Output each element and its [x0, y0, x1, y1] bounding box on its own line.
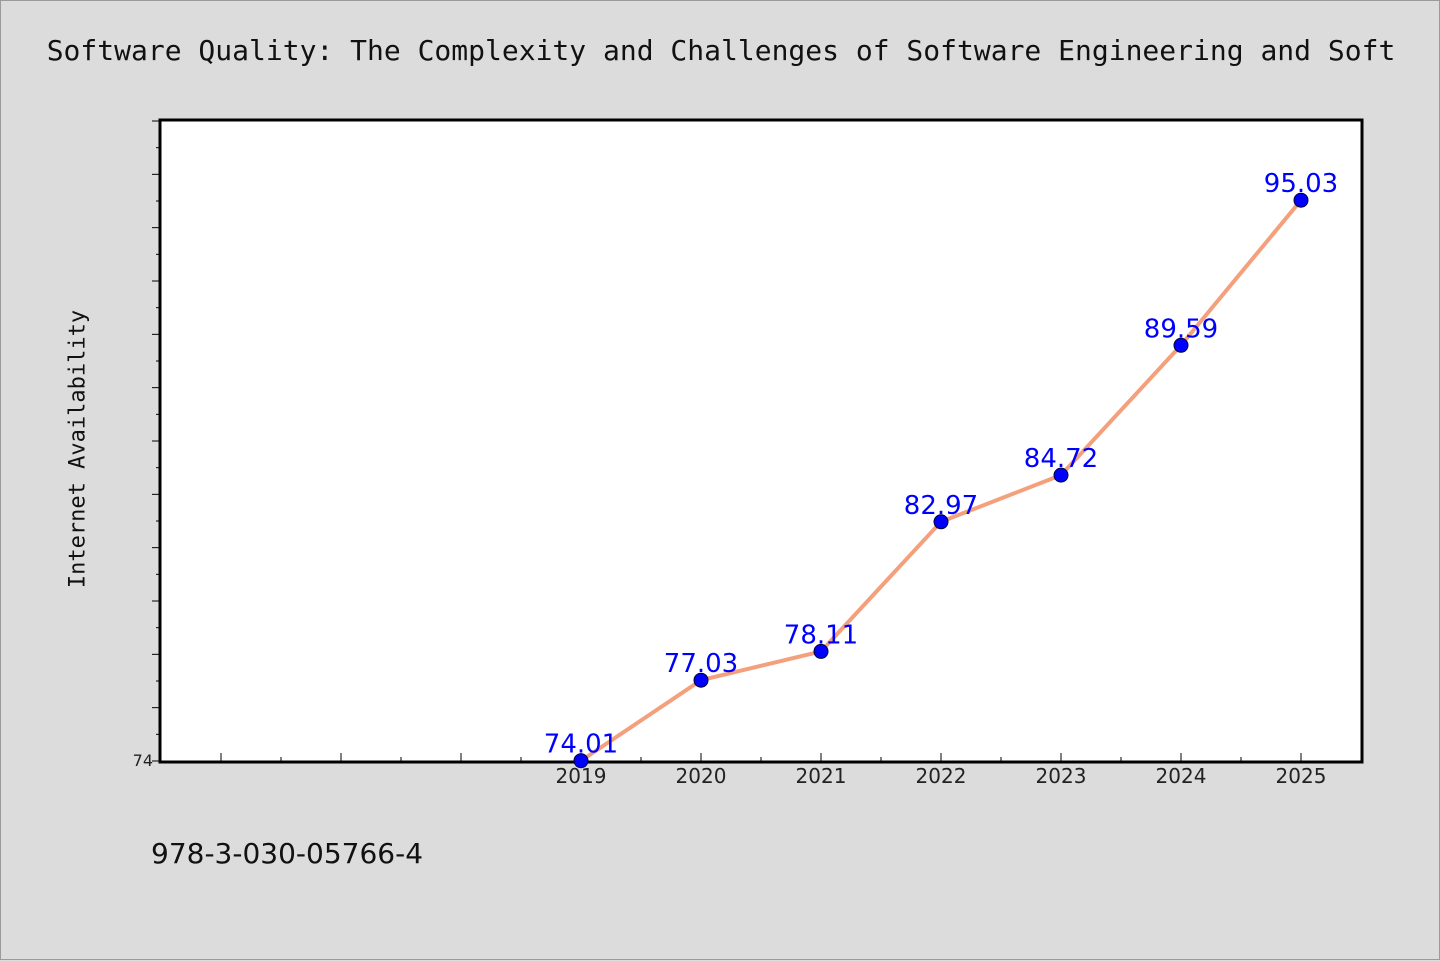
- data-point: [693, 672, 709, 688]
- data-label: 95.03: [1264, 169, 1338, 199]
- x-tick-label: 2025: [1276, 764, 1327, 788]
- data-label: 77.03: [664, 649, 738, 679]
- x-tick-labels: 2019 2020 2021 2022 2023 2024 2025: [556, 764, 1327, 788]
- plot-area: [158, 118, 1364, 764]
- x-tick-label: 2020: [676, 764, 727, 788]
- data-point: [813, 643, 829, 659]
- data-label: 82.97: [904, 491, 978, 521]
- chart-title: Software Quality: The Complexity and Cha…: [46, 34, 1396, 67]
- x-tick-label: 2024: [1156, 764, 1207, 788]
- y-tick-label: 74: [133, 751, 153, 770]
- axis-ticks: [152, 120, 1362, 762]
- y-tick-labels: 74: [133, 751, 153, 770]
- x-tick-label: 2022: [916, 764, 967, 788]
- series-layer: [573, 192, 1309, 769]
- data-labels: 74.01 77.03 78.11 82.97 84.72 89.59 95.03: [544, 169, 1338, 760]
- data-point: [1293, 192, 1309, 208]
- x-tick-label: 2023: [1036, 764, 1087, 788]
- data-point: [573, 753, 589, 769]
- data-label: 74.01: [544, 730, 618, 760]
- data-point: [1053, 467, 1069, 483]
- data-point: [933, 514, 949, 530]
- x-tick-label: 2021: [796, 764, 847, 788]
- data-point: [1173, 337, 1189, 353]
- data-label: 84.72: [1024, 444, 1098, 474]
- data-label: 89.59: [1144, 314, 1218, 344]
- footer-isbn: 978-3-030-05766-4: [151, 837, 424, 870]
- data-label: 78.11: [784, 620, 858, 650]
